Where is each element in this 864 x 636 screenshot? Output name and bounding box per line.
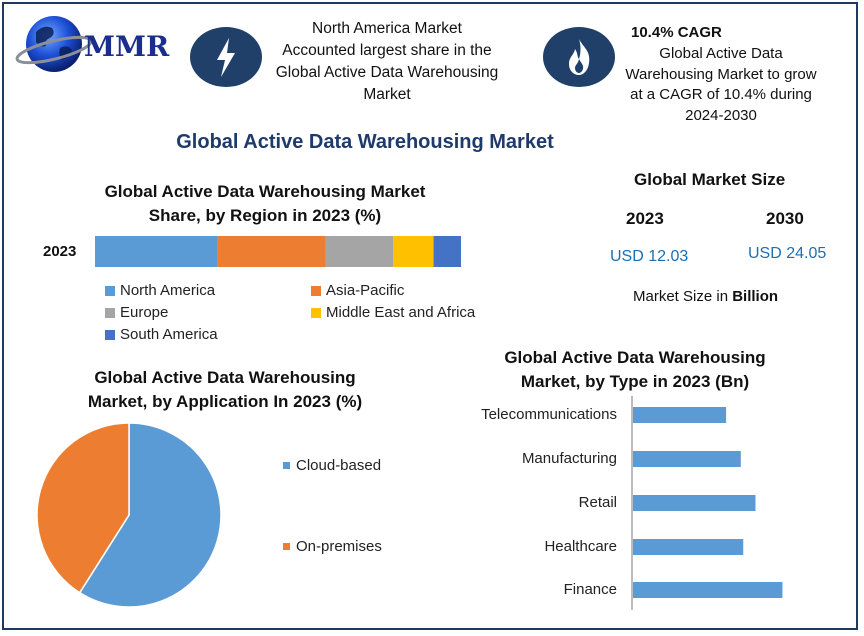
bar-telecommunications: [633, 407, 726, 423]
cagr-title: 10.4% CAGR: [631, 24, 722, 41]
market-size-note: Market Size in Billion: [633, 288, 778, 305]
lightning-icon: [190, 27, 262, 87]
legend-item-middle-east-africa: Middle East and Africa: [311, 304, 475, 321]
legend-swatch: [283, 462, 290, 469]
legend-label: Cloud-based: [296, 457, 381, 474]
type-chart-title-line: Market, by Type in 2023 (Bn): [470, 370, 800, 394]
bar-retail: [633, 495, 756, 511]
market-size-title: Global Market Size: [634, 170, 785, 190]
region-stacked-bar: [95, 236, 461, 267]
bar-finance: [633, 582, 782, 598]
bar-manufacturing: [633, 451, 741, 467]
highlight-cagr-line: 2024-2030: [606, 106, 836, 127]
legend-label: North America: [120, 282, 215, 299]
market-size-value-2030: USD 24.05: [748, 245, 826, 263]
market-size-value-2023: USD 12.03: [610, 248, 688, 266]
highlight-cagr-text: Global Active Data Warehousing Market to…: [606, 44, 836, 126]
highlight-region-line: Market: [262, 84, 512, 106]
highlight-cagr-badge: [543, 27, 615, 87]
application-pie-chart: [30, 418, 230, 614]
type-chart-category-labels: Telecommunications Manufacturing Retail …: [447, 396, 627, 610]
legend-item-europe: Europe: [105, 304, 168, 321]
category-label-finance: Finance: [447, 581, 617, 598]
pie-legend-on-premises: On-premises: [283, 538, 382, 555]
type-chart-title-line: Global Active Data Warehousing: [470, 346, 800, 370]
category-label-retail: Retail: [447, 494, 617, 511]
highlight-region-line: North America Market: [262, 18, 512, 40]
legend-label: South America: [120, 326, 218, 343]
type-chart-title: Global Active Data Warehousing Market, b…: [470, 346, 800, 394]
application-chart-title: Global Active Data Warehousing Market, b…: [50, 366, 400, 414]
highlight-cagr-line: at a CAGR of 10.4% during: [606, 85, 836, 106]
region-chart-title: Global Active Data Warehousing Market Sh…: [60, 180, 470, 228]
highlight-cagr-line: Global Active Data: [606, 44, 836, 65]
highlight-region-line: Global Active Data Warehousing: [262, 62, 512, 84]
market-size-year-2030: 2030: [766, 209, 804, 229]
bar-healthcare: [633, 539, 743, 555]
flame-icon: [543, 27, 615, 87]
brand-logo-text: MMR: [84, 30, 169, 63]
region-chart-title-line: Share, by Region in 2023 (%): [60, 204, 470, 228]
bar-segment-south-america: [434, 236, 461, 267]
market-size-year-2023: 2023: [626, 209, 664, 229]
legend-swatch: [105, 308, 115, 318]
market-size-note-prefix: Market Size in: [633, 288, 728, 305]
legend-label: Middle East and Africa: [326, 304, 475, 321]
bar-segment-europe: [326, 236, 394, 267]
highlight-cagr-line: Warehousing Market to grow: [606, 65, 836, 86]
highlight-region-line: Accounted largest share in the: [262, 40, 512, 62]
region-chart-title-line: Global Active Data Warehousing Market: [60, 180, 470, 204]
main-title: Global Active Data Warehousing Market: [0, 131, 730, 154]
legend-swatch: [105, 286, 115, 296]
category-label-manufacturing: Manufacturing: [447, 450, 617, 467]
legend-item-asia-pacific: Asia-Pacific: [311, 282, 404, 299]
bar-segment-middle-east-africa: [393, 236, 433, 267]
legend-label: Asia-Pacific: [326, 282, 404, 299]
bar-segment-asia-pacific: [218, 236, 326, 267]
legend-swatch: [105, 330, 115, 340]
legend-swatch: [283, 543, 290, 550]
application-chart-title-line: Market, by Application In 2023 (%): [50, 390, 400, 414]
legend-item-south-america: South America: [105, 326, 218, 343]
legend-label: Europe: [120, 304, 168, 321]
market-size-note-unit: Billion: [732, 288, 778, 305]
highlight-region-text: North America Market Accounted largest s…: [262, 18, 512, 106]
legend-swatch: [311, 308, 321, 318]
type-bar-chart: [630, 396, 830, 610]
region-chart-category-label: 2023: [43, 243, 76, 260]
application-chart-title-line: Global Active Data Warehousing: [50, 366, 400, 390]
category-label-healthcare: Healthcare: [447, 538, 617, 555]
pie-legend-cloud-based: Cloud-based: [283, 457, 381, 474]
bar-segment-north-america: [95, 236, 218, 267]
highlight-region-badge: [190, 27, 262, 87]
legend-swatch: [311, 286, 321, 296]
region-legend: North America Asia-Pacific Europe Middle…: [105, 282, 525, 344]
legend-label: On-premises: [296, 538, 382, 555]
category-label-telecommunications: Telecommunications: [447, 406, 617, 423]
legend-item-north-america: North America: [105, 282, 215, 299]
